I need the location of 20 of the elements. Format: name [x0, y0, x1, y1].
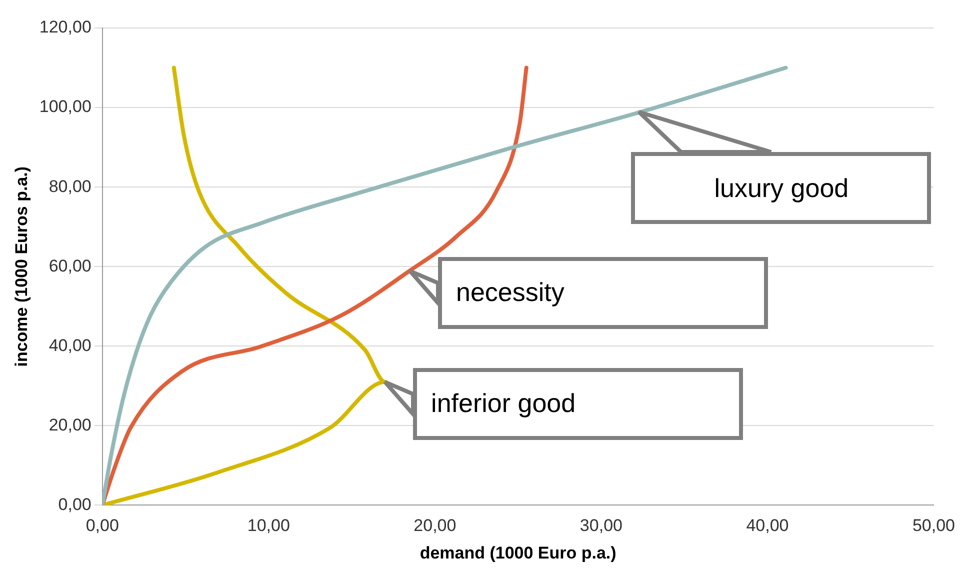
annotation: luxury good: [714, 172, 849, 204]
annotation: inferior good: [431, 388, 576, 420]
y-tick-label: 60,00: [48, 256, 92, 276]
y-tick-label: 20,00: [48, 415, 92, 434]
line-series: [102, 66, 788, 506]
x-tick-label: 20,00: [414, 516, 456, 536]
y-tick-label: 40,00: [48, 336, 92, 355]
y-tick-label: 0,00: [58, 494, 92, 514]
x-tick-label: 30,00: [580, 516, 622, 536]
y-axis-title: income (1000 Euros p.a.): [12, 166, 31, 367]
y-tick-label: 120,00: [39, 18, 92, 37]
line-series: [102, 66, 388, 506]
x-tick-label: 10,00: [247, 516, 290, 536]
x-tick-label: 40,00: [746, 516, 789, 536]
x-axis-title: demand (1000 Euro p.a.): [420, 543, 616, 562]
y-tick-label: 80,00: [48, 176, 92, 196]
annotation: necessity: [456, 277, 564, 308]
y-tick-label: 100,00: [39, 97, 92, 116]
x-tick-label: 50,00: [912, 516, 956, 536]
x-tick-label: 0,00: [86, 516, 119, 536]
